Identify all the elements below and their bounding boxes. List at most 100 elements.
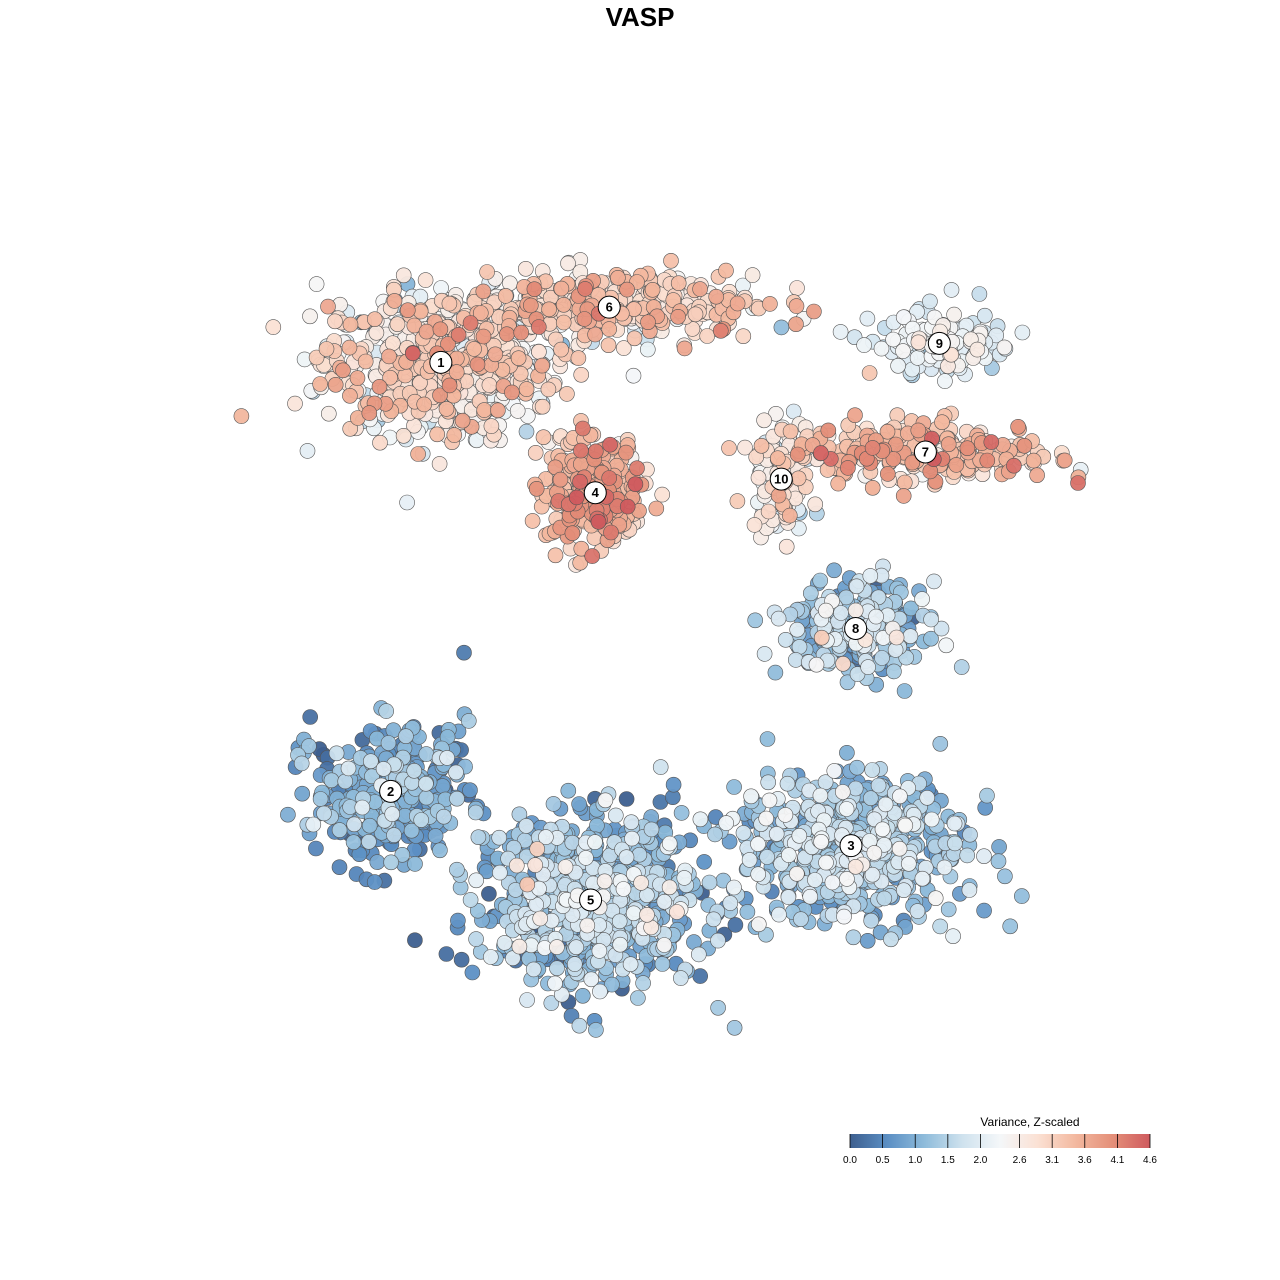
cell-point: [692, 281, 708, 297]
cell-point: [619, 281, 635, 298]
cell-point: [308, 276, 325, 292]
cell-point: [979, 452, 996, 469]
cell-point: [504, 384, 520, 401]
cell-point: [574, 987, 591, 1004]
cell-point: [499, 326, 515, 343]
cell-point: [630, 990, 646, 1006]
cell-point: [468, 872, 485, 889]
cell-point: [587, 834, 603, 850]
cell-point: [362, 753, 379, 770]
cell-point: [640, 314, 656, 331]
cell-point: [741, 852, 758, 868]
cell-point: [807, 496, 824, 513]
cell-point: [328, 745, 345, 762]
cell-point: [735, 825, 752, 841]
cell-point: [696, 854, 713, 870]
cell-point: [600, 337, 617, 354]
cell-point: [398, 728, 414, 745]
cell-point: [368, 324, 385, 341]
cell-point: [475, 283, 492, 300]
cell-point: [399, 494, 415, 511]
cell-point: [969, 341, 986, 358]
cell-point: [299, 443, 316, 459]
cluster-label-1: 1: [429, 350, 453, 374]
cell-point: [438, 401, 455, 417]
cell-point: [510, 350, 527, 367]
cell-point: [692, 968, 709, 984]
cell-point: [557, 859, 574, 875]
cell-point: [559, 386, 575, 402]
cell-point: [345, 834, 362, 851]
cell-point: [553, 341, 569, 358]
cell-point: [1013, 888, 1030, 904]
cell-point: [780, 889, 797, 905]
cluster-label-8: 8: [844, 616, 868, 640]
cell-point: [699, 328, 716, 344]
cell-point: [743, 788, 759, 805]
cell-point: [946, 306, 962, 323]
cell-point: [996, 339, 1013, 356]
cell-point: [914, 870, 931, 887]
cell-point: [758, 810, 775, 827]
cell-point: [834, 784, 851, 800]
cell-point: [883, 931, 899, 948]
cell-point: [1025, 452, 1042, 469]
cell-point: [460, 713, 477, 729]
cell-point: [983, 434, 1000, 450]
cell-point: [527, 857, 544, 873]
cell-point: [413, 812, 430, 828]
cell-point: [712, 322, 729, 339]
cell-point: [769, 450, 786, 467]
cell-point: [524, 513, 541, 529]
cell-point: [778, 538, 795, 555]
legend-tick-label: 0.5: [876, 1155, 890, 1166]
cell-point: [432, 321, 449, 338]
cell-point: [722, 895, 739, 911]
cell-point: [762, 296, 778, 312]
cell-point: [914, 591, 930, 607]
cell-point: [862, 568, 879, 584]
cell-point: [847, 407, 863, 424]
cluster-label-text: 5: [587, 892, 594, 907]
cell-point: [427, 828, 444, 844]
cell-point: [576, 311, 593, 327]
cell-point: [633, 875, 649, 891]
cell-point: [308, 840, 324, 857]
cell-point: [767, 664, 784, 681]
cell-point: [611, 913, 628, 930]
legend-tick-label: 3.6: [1078, 1155, 1092, 1166]
cell-point: [895, 488, 912, 504]
cell-point: [750, 469, 767, 486]
cell-point: [525, 961, 542, 978]
cell-point: [759, 731, 776, 747]
cell-point: [838, 801, 855, 817]
cell-point: [522, 297, 539, 314]
cell-point: [760, 503, 777, 520]
cell-point: [863, 912, 880, 929]
cell-point: [577, 281, 593, 297]
cell-point: [859, 310, 876, 327]
cell-point: [824, 874, 841, 891]
cluster-label-text: 9: [936, 336, 943, 351]
cell-point: [777, 807, 794, 823]
cell-point: [456, 644, 472, 661]
cell-point: [782, 423, 799, 440]
cell-point: [453, 951, 470, 968]
cell-point: [233, 408, 250, 424]
cell-point: [596, 873, 613, 890]
cell-point: [625, 905, 642, 922]
cell-point: [518, 818, 535, 834]
cell-point: [813, 629, 830, 646]
legend-tick-label: 1.0: [908, 1155, 922, 1166]
cell-point: [535, 429, 552, 446]
cell-point: [342, 387, 358, 404]
cell-point: [672, 970, 689, 986]
cell-point: [531, 343, 547, 360]
cluster-label-6: 6: [597, 295, 621, 319]
cell-point: [750, 836, 766, 852]
cell-point: [1014, 324, 1031, 341]
cell-point: [802, 585, 819, 602]
cell-point: [450, 326, 467, 343]
cell-point: [601, 321, 618, 337]
cell-point: [923, 811, 940, 828]
